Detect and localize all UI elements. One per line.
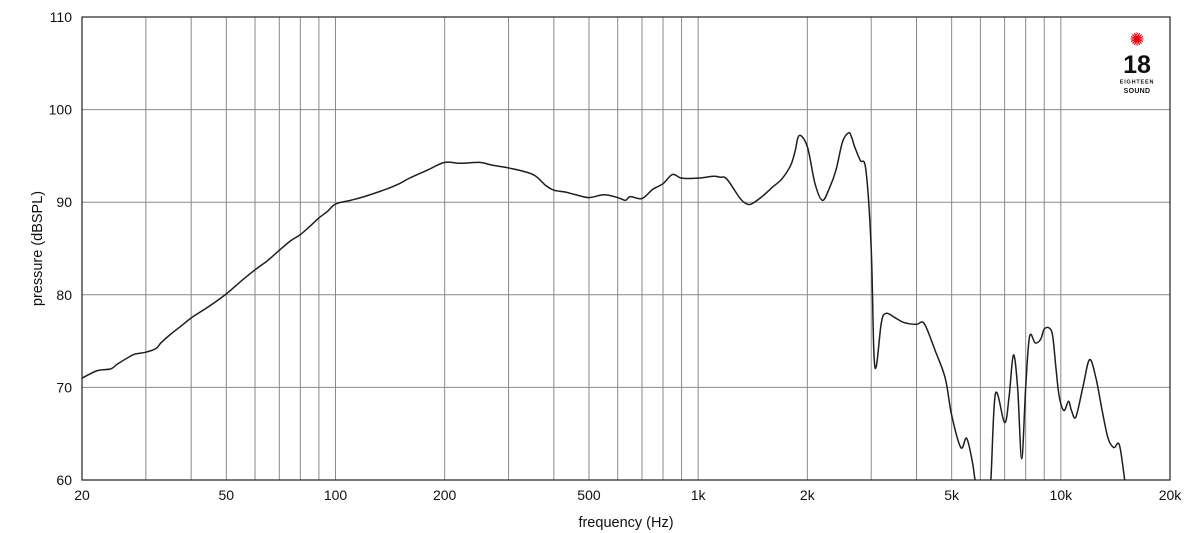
x-axis-title: frequency (Hz) xyxy=(578,515,673,531)
y-tick-label: 70 xyxy=(56,379,72,395)
brand-logo: 18 EIGHTEEN SOUND xyxy=(1120,32,1155,95)
x-tick-label: 100 xyxy=(324,487,348,503)
star-icon xyxy=(1130,32,1144,46)
x-tick-label: 10k xyxy=(1050,487,1074,503)
logo-word-small: EIGHTEEN xyxy=(1120,80,1155,86)
y-tick-label: 110 xyxy=(50,9,73,25)
x-tick-label: 200 xyxy=(433,487,457,503)
x-tick-label: 20 xyxy=(74,487,90,503)
logo-number: 18 xyxy=(1123,51,1151,79)
x-tick-label: 5k xyxy=(944,487,960,503)
y-tick-label: 80 xyxy=(56,287,72,303)
series-layer xyxy=(82,131,1126,480)
y-tick-label: 90 xyxy=(56,194,72,210)
x-tick-label: 1k xyxy=(691,487,707,503)
y-tick-labels: 60 70 80 90 100 110 xyxy=(49,9,73,488)
y-tick-label: 100 xyxy=(49,102,73,118)
x-tick-label: 50 xyxy=(219,487,235,503)
plot-frame xyxy=(81,16,1171,481)
logo-word: SOUND xyxy=(1124,88,1151,95)
vertical-gridlines xyxy=(145,17,1062,480)
x-tick-labels: 20 50 100 200 500 1k 2k 5k 10k 20k xyxy=(74,487,1182,503)
response-curve xyxy=(82,131,1126,480)
x-tick-label: 500 xyxy=(577,487,601,503)
horizontal-gridlines xyxy=(82,109,1170,388)
x-tick-label: 2k xyxy=(800,487,816,503)
x-tick-label: 20k xyxy=(1159,487,1183,503)
y-axis-title: pressure (dBSPL) xyxy=(30,191,46,306)
y-tick-label: 60 xyxy=(56,472,72,488)
